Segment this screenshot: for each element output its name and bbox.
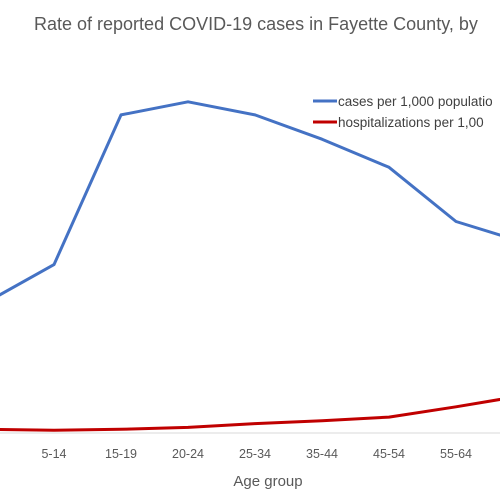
data-point-1-3 bbox=[186, 100, 190, 103]
data-point-2-6 bbox=[387, 415, 391, 419]
data-point-2-1 bbox=[52, 428, 56, 432]
chart-title: Rate of reported COVID-19 cases in Fayet… bbox=[34, 14, 478, 34]
x-tick-label: 20-24 bbox=[172, 447, 204, 461]
x-axis-label: Age group bbox=[233, 473, 302, 490]
series-line-1 bbox=[0, 100, 500, 297]
data-point-1-6 bbox=[387, 166, 391, 169]
x-tick-label: 35-44 bbox=[306, 447, 338, 461]
data-point-2-3 bbox=[186, 426, 190, 429]
data-point-2-7 bbox=[454, 405, 458, 408]
plot-area bbox=[0, 100, 500, 432]
data-point-1-1 bbox=[52, 263, 56, 266]
x-tick-labels: 5-14 15-19 20-24 25-34 35-44 45-54 55-64 bbox=[41, 447, 472, 461]
legend-label-1: cases per 1,000 populatio bbox=[338, 94, 493, 109]
data-point-1-2 bbox=[119, 113, 123, 117]
x-tick-label: 25-34 bbox=[239, 447, 271, 461]
data-point-1-5 bbox=[320, 137, 324, 141]
x-tick-label: 5-14 bbox=[41, 447, 66, 461]
legend-label-2: hospitalizations per 1,00 bbox=[338, 115, 484, 130]
data-point-2-5 bbox=[320, 419, 324, 423]
legend: cases per 1,000 populatio hospitalization… bbox=[313, 94, 493, 130]
data-point-2-2 bbox=[119, 428, 123, 431]
data-point-1-4 bbox=[253, 113, 257, 117]
data-point-1-7 bbox=[454, 220, 458, 223]
data-point-2-4 bbox=[253, 422, 257, 425]
x-tick-label: 55-64 bbox=[440, 447, 472, 461]
x-tick-label: 15-19 bbox=[105, 447, 137, 461]
x-tick-label: 45-54 bbox=[373, 447, 405, 461]
series-line-2 bbox=[0, 397, 500, 432]
